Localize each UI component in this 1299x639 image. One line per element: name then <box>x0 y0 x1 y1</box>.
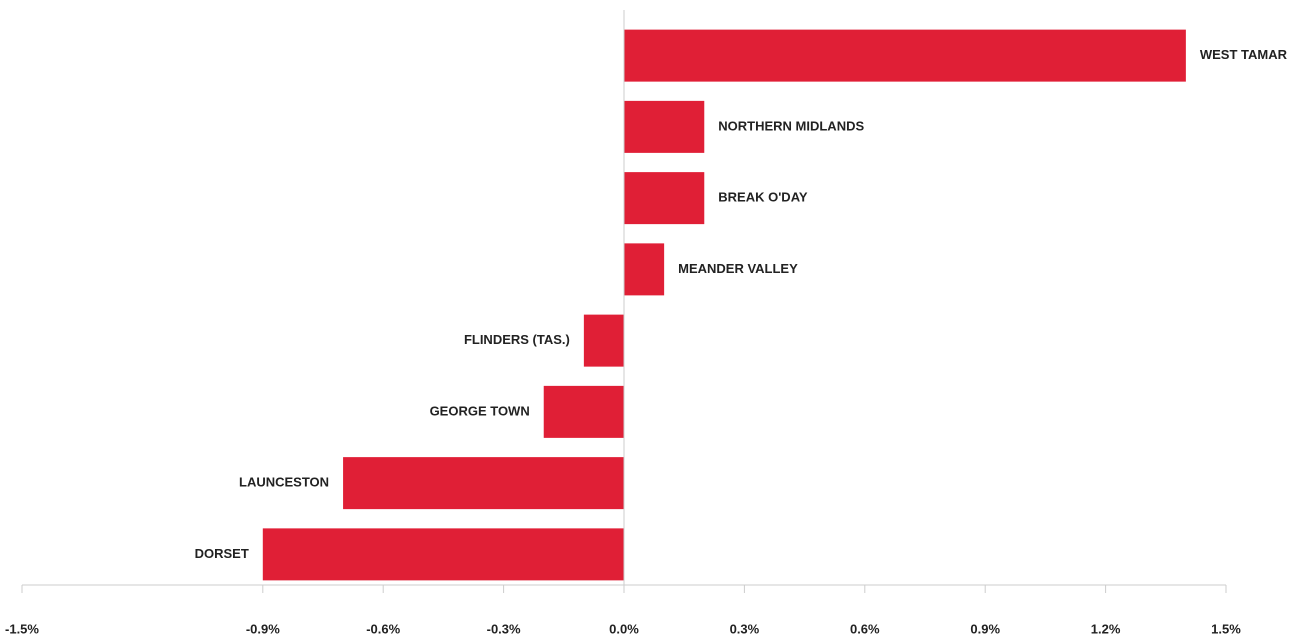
bar <box>343 457 624 510</box>
x-tick-label: -0.9% <box>246 621 280 636</box>
x-tick-label: 0.6% <box>850 621 880 636</box>
x-tick-label: 0.9% <box>970 621 1000 636</box>
bar <box>624 100 705 153</box>
x-tick-label: 0.0% <box>609 621 639 636</box>
category-label: DORSET <box>195 546 249 561</box>
x-tick-label: 1.5% <box>1211 621 1241 636</box>
x-tick-label: 1.2% <box>1091 621 1121 636</box>
bar <box>624 172 705 225</box>
category-label: LAUNCESTON <box>239 475 329 490</box>
x-tick-label: -0.6% <box>366 621 400 636</box>
x-tick-label: -0.3% <box>487 621 521 636</box>
bar <box>624 29 1186 82</box>
bar <box>262 528 624 581</box>
category-label: WEST TAMAR <box>1200 47 1288 62</box>
category-label: GEORGE TOWN <box>430 403 530 418</box>
bar <box>624 243 665 296</box>
category-label: MEANDER VALLEY <box>678 261 798 276</box>
bar <box>543 385 624 438</box>
x-tick-label: 0.3% <box>730 621 760 636</box>
category-label: BREAK O'DAY <box>718 190 808 205</box>
bar <box>583 314 624 367</box>
x-tick-label: -1.5% <box>5 621 39 636</box>
category-label: FLINDERS (TAS.) <box>464 332 570 347</box>
category-label: NORTHERN MIDLANDS <box>718 118 864 133</box>
